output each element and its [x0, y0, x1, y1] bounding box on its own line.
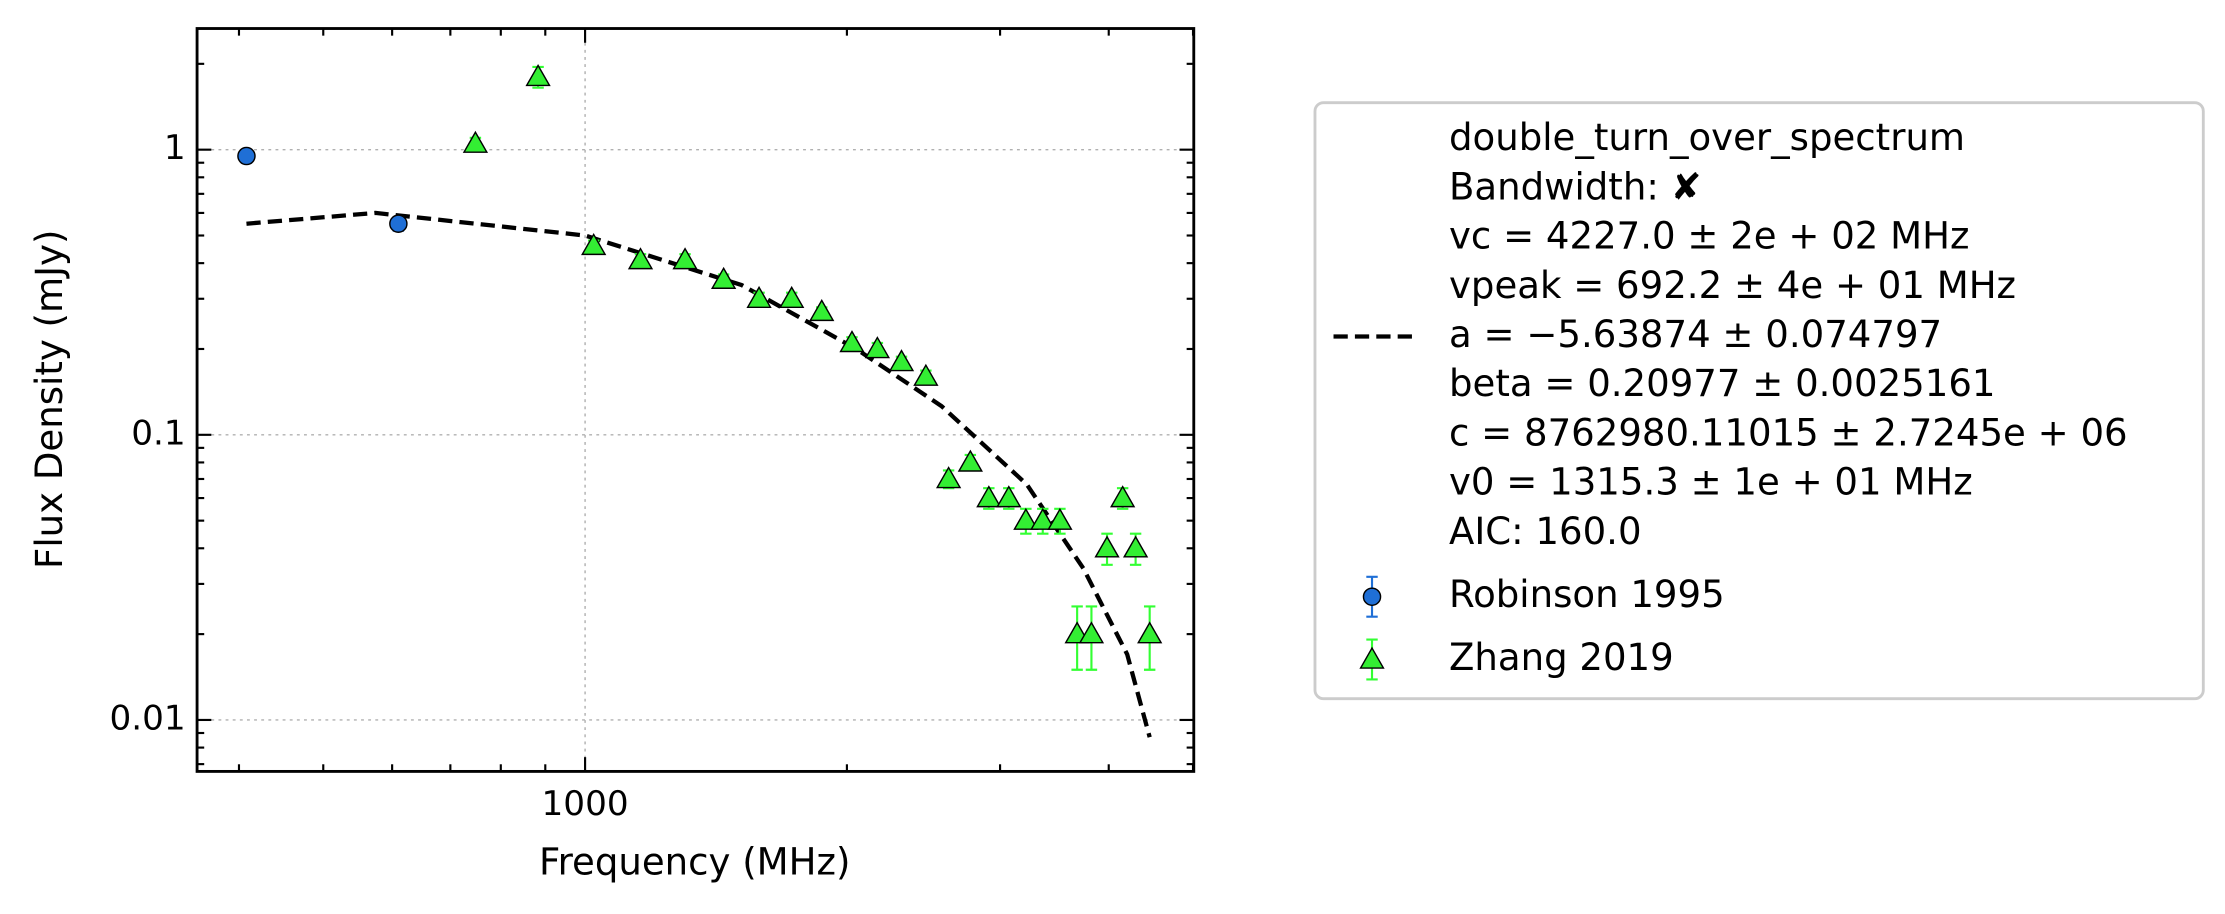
marker: [779, 285, 805, 309]
legend-box: [1313, 101, 2205, 701]
legend-label: Bandwidth: ✘: [1449, 165, 1702, 208]
legend-label: c = 8762980.11015 ± 2.7245e + 06: [1449, 411, 2128, 454]
marker: [1094, 535, 1120, 558]
marker: [237, 146, 256, 166]
marker: [888, 349, 915, 372]
marker: [935, 466, 962, 489]
marker: [957, 449, 983, 472]
legend-label: AIC: 160.0: [1449, 510, 1642, 553]
y-axis-label: Flux Density (mJy): [28, 230, 71, 569]
marker: [1030, 507, 1056, 530]
marker: [1122, 535, 1149, 558]
legend-marker: [1359, 646, 1385, 669]
marker: [672, 247, 698, 270]
marker: [809, 298, 835, 322]
y-tick-label: 1: [164, 128, 186, 168]
legend-label: beta = 0.20977 ± 0.0025161: [1449, 362, 1996, 405]
legend-label: v0 = 1315.3 ± 1e + 01 MHz: [1449, 461, 1973, 504]
marker: [996, 485, 1022, 508]
y-tick-label: 0.1: [131, 413, 185, 453]
marker: [1078, 621, 1105, 644]
marker: [525, 64, 551, 87]
legend-label: vpeak = 692.2 ± 4e + 01 MHz: [1449, 264, 2016, 307]
marker: [710, 266, 737, 289]
marker: [389, 214, 408, 233]
legend-marker: [1362, 587, 1382, 607]
legend-label: double_turn_over_spectrum: [1449, 116, 1965, 159]
plot-frame: [195, 27, 1196, 773]
legend-label: vc = 4227.0 ± 2e + 02 MHz: [1449, 215, 1969, 258]
marker: [976, 485, 1002, 508]
marker: [1110, 485, 1136, 508]
y-tick-label: 0.01: [109, 698, 185, 738]
marker: [1047, 507, 1073, 530]
fit-line: [246, 210, 1152, 738]
marker: [864, 336, 891, 359]
marker: [839, 330, 865, 353]
legend-label: Robinson 1995: [1449, 573, 1725, 616]
marker: [1013, 507, 1039, 530]
marker: [746, 285, 772, 309]
legend-label: a = −5.63874 ± 0.074797: [1449, 313, 1942, 356]
legend-label: Zhang 2019: [1449, 636, 1674, 679]
marker: [1137, 621, 1163, 644]
marker: [627, 247, 654, 270]
x-axis-label: Frequency (MHz): [539, 841, 850, 884]
marker: [581, 232, 607, 256]
marker: [913, 363, 939, 386]
marker: [462, 130, 489, 153]
x-tick-label: 1000: [542, 784, 629, 824]
